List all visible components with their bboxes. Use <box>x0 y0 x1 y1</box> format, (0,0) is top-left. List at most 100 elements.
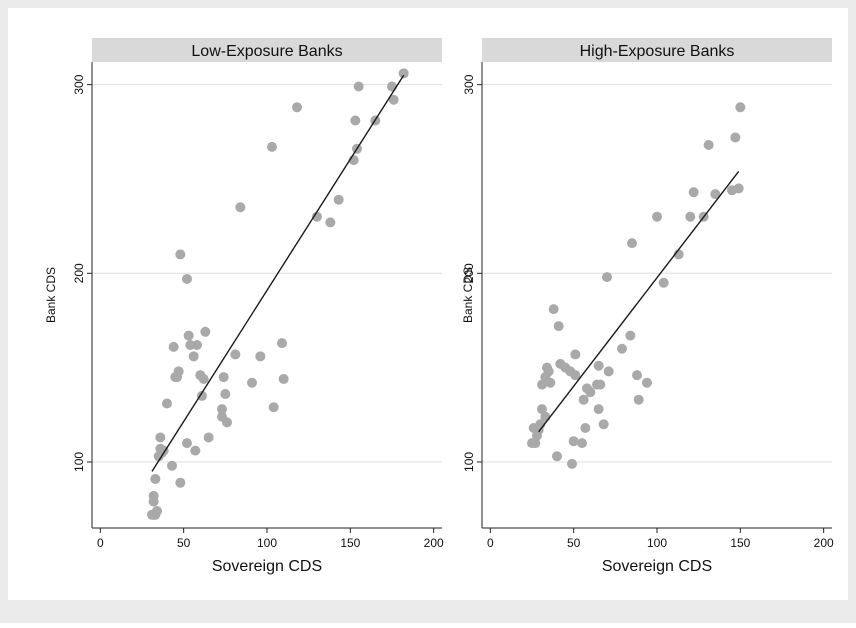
panel-title: High-Exposure Banks <box>580 43 735 60</box>
data-point <box>175 477 186 488</box>
data-point <box>553 321 564 332</box>
data-point <box>150 473 161 484</box>
data-point <box>155 432 166 443</box>
data-point <box>268 402 279 413</box>
data-point <box>325 217 336 228</box>
data-point <box>218 372 229 383</box>
data-point <box>603 366 614 377</box>
fit-line <box>151 74 405 472</box>
data-point <box>602 272 612 283</box>
data-point <box>570 370 581 381</box>
data-point <box>577 438 587 449</box>
plot-area <box>92 62 442 528</box>
y-tick-label: 200 <box>72 263 86 283</box>
plot-area <box>482 62 832 528</box>
data-point <box>292 102 302 113</box>
y-tick-label: 300 <box>72 74 86 94</box>
x-tick-label: 50 <box>177 536 191 550</box>
data-point <box>220 389 231 400</box>
data-point <box>642 377 652 388</box>
data-point <box>570 349 581 360</box>
y-tick-label: 200 <box>462 263 476 283</box>
data-point <box>580 423 591 434</box>
data-point <box>578 394 589 405</box>
data-point <box>267 141 277 152</box>
data-point <box>167 460 177 471</box>
data-point <box>182 273 192 284</box>
x-axis-label: Sovereign CDS <box>212 558 322 575</box>
x-tick-label: 150 <box>730 536 750 550</box>
data-point <box>190 445 201 456</box>
data-point <box>545 377 556 388</box>
data-point <box>593 404 604 415</box>
data-point <box>182 438 192 449</box>
x-tick-label: 50 <box>567 536 581 550</box>
data-point <box>192 339 202 350</box>
x-tick-label: 200 <box>814 536 834 550</box>
data-point <box>658 277 669 288</box>
data-point <box>567 458 577 469</box>
data-point <box>710 189 721 200</box>
data-point <box>255 351 266 362</box>
x-tick-label: 100 <box>647 536 667 550</box>
data-point <box>353 81 364 92</box>
data-point <box>200 326 211 337</box>
data-point <box>388 94 399 105</box>
data-point <box>247 377 257 388</box>
panel-strip <box>92 38 442 62</box>
data-point <box>312 211 322 222</box>
data-point <box>530 438 541 449</box>
data-point <box>277 338 287 349</box>
data-point <box>333 194 344 205</box>
data-point <box>568 436 579 447</box>
data-point <box>585 387 596 398</box>
data-point <box>175 249 186 260</box>
data-point <box>197 390 207 401</box>
data-point <box>537 379 547 390</box>
fit-line <box>538 170 740 433</box>
data-point <box>540 411 551 422</box>
data-point <box>222 417 232 428</box>
data-point <box>278 373 289 384</box>
x-tick-label: 100 <box>257 536 277 550</box>
x-tick-label: 150 <box>340 536 360 550</box>
data-point <box>350 115 361 126</box>
y-tick-label: 300 <box>462 74 476 94</box>
data-point <box>198 373 209 384</box>
data-point <box>183 330 194 341</box>
data-point <box>688 187 699 198</box>
data-point <box>168 341 179 352</box>
data-point <box>735 102 746 113</box>
data-point <box>203 432 214 443</box>
chart-panel-1: Low-Exposure Banks 100 200 300 0 50 100 150 200 S… <box>44 38 444 575</box>
data-point <box>230 349 241 360</box>
data-point <box>598 419 609 430</box>
data-point <box>552 451 562 462</box>
data-point <box>398 68 409 79</box>
data-point <box>730 132 741 143</box>
data-point <box>617 343 627 354</box>
y-tick-label: 100 <box>462 452 476 472</box>
x-axis-label: Sovereign CDS <box>602 558 712 575</box>
panel-title: Low-Exposure Banks <box>191 43 342 60</box>
data-point <box>543 366 554 377</box>
data-point <box>387 81 397 92</box>
data-point <box>148 490 159 501</box>
panel-strip <box>482 38 832 62</box>
data-point <box>733 183 744 194</box>
y-axis-label: Bank CDS <box>461 267 475 323</box>
y-axis-label: Bank CDS <box>44 267 58 323</box>
data-point <box>652 211 662 222</box>
data-point <box>625 330 636 341</box>
data-point <box>537 404 547 415</box>
data-point <box>632 370 642 381</box>
data-point <box>685 211 696 222</box>
data-point <box>162 398 172 409</box>
data-point <box>627 238 637 249</box>
y-tick-label: 100 <box>72 452 86 472</box>
data-point <box>703 140 714 151</box>
data-point <box>188 351 199 362</box>
data-point <box>633 394 644 405</box>
